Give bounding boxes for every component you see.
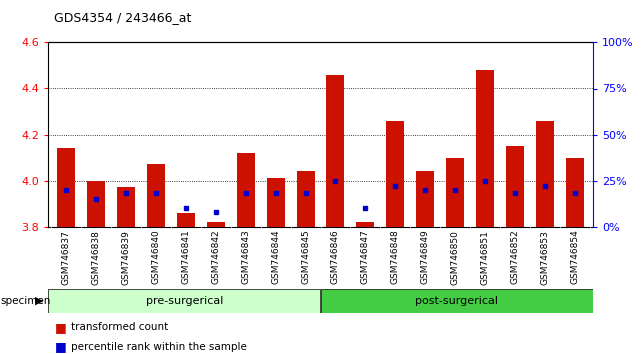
Text: ▶: ▶ [35,296,43,306]
Text: specimen: specimen [1,296,51,306]
Bar [87,181,105,227]
Text: ■: ■ [54,341,66,353]
Text: GSM746852: GSM746852 [511,230,520,284]
Text: ■: ■ [54,321,66,334]
Bar [506,146,524,227]
Text: GSM746839: GSM746839 [121,230,130,285]
Bar [297,171,315,227]
Text: GDS4354 / 243466_at: GDS4354 / 243466_at [54,11,192,24]
Bar [117,188,135,227]
Bar [536,121,554,227]
Bar [326,75,344,227]
Text: GSM746842: GSM746842 [212,230,221,284]
Bar [356,222,374,227]
Text: post-surgerical: post-surgerical [415,296,498,306]
Text: GSM746841: GSM746841 [181,230,190,284]
Text: transformed count: transformed count [71,322,168,332]
Text: GSM746851: GSM746851 [481,230,490,285]
Bar [237,153,254,227]
Text: GSM746854: GSM746854 [570,230,579,284]
Text: GSM746847: GSM746847 [361,230,370,284]
Bar [566,158,584,227]
Text: GSM746840: GSM746840 [151,230,160,284]
Text: GSM746849: GSM746849 [420,230,429,284]
Bar [48,289,320,313]
Text: GSM746838: GSM746838 [92,230,101,285]
Bar [177,213,195,227]
Bar [147,164,165,227]
Bar [57,148,75,227]
Text: GSM746837: GSM746837 [62,230,71,285]
Bar [267,178,285,227]
Text: GSM746843: GSM746843 [241,230,250,284]
Bar [320,289,593,313]
Bar [416,171,434,227]
Text: GSM746845: GSM746845 [301,230,310,284]
Text: GSM746846: GSM746846 [331,230,340,284]
Text: GSM746853: GSM746853 [540,230,549,285]
Bar [476,70,494,227]
Bar [207,222,225,227]
Bar [387,121,404,227]
Bar [446,158,464,227]
Text: GSM746848: GSM746848 [391,230,400,284]
Text: pre-surgerical: pre-surgerical [146,296,223,306]
Text: GSM746850: GSM746850 [451,230,460,285]
Text: GSM746844: GSM746844 [271,230,280,284]
Text: percentile rank within the sample: percentile rank within the sample [71,342,246,352]
